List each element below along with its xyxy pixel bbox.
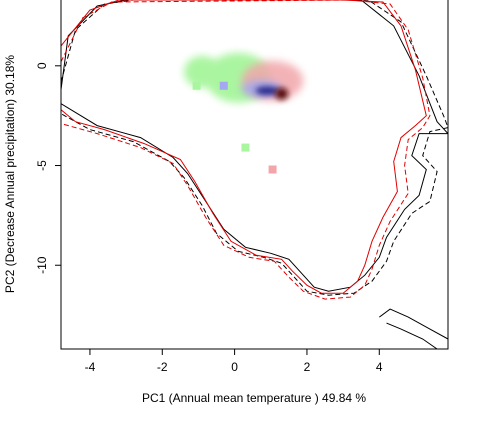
contour-black-solid-0 xyxy=(61,0,448,292)
pixel-squares xyxy=(192,81,277,174)
x-axis-label: PC1 (Annual mean temperature ) 49.84 % xyxy=(142,391,366,405)
y-axis: 0 -5 -10 xyxy=(35,62,62,274)
plot-area xyxy=(61,0,448,349)
x-tick-label: -2 xyxy=(157,360,168,374)
y-tick-label: 0 xyxy=(35,62,49,69)
x-tick-label: 0 xyxy=(231,360,238,374)
density-square-2 xyxy=(268,165,277,174)
contour-black-dashed-1 xyxy=(61,0,448,296)
y-tick-label: -10 xyxy=(35,256,49,274)
contour-black-solid-5 xyxy=(386,322,438,349)
x-tick-label: 2 xyxy=(304,360,311,374)
density-square-1 xyxy=(241,143,250,152)
density-square-3 xyxy=(219,81,228,90)
density-layer xyxy=(183,52,304,103)
y-axis-label: PC2 (Decrease Annual precipitation) 30.1… xyxy=(3,55,17,293)
y-tick-label: -5 xyxy=(35,160,49,171)
contour-red-solid-2 xyxy=(61,0,427,294)
density-blob-green-1 xyxy=(183,55,221,88)
plot-frame xyxy=(60,0,449,350)
x-tick-label: -4 xyxy=(85,360,96,374)
contour-layer xyxy=(61,0,448,349)
density-blob-core_blue-4 xyxy=(255,86,279,96)
density-square-0 xyxy=(192,81,201,90)
contour-red-dashed-3 xyxy=(61,0,431,300)
x-axis: -4 -2 0 2 4 xyxy=(85,348,383,374)
x-tick-label: 4 xyxy=(376,360,383,374)
density-blob-core_red-5 xyxy=(275,87,289,100)
contour-black-solid-4 xyxy=(379,308,448,340)
